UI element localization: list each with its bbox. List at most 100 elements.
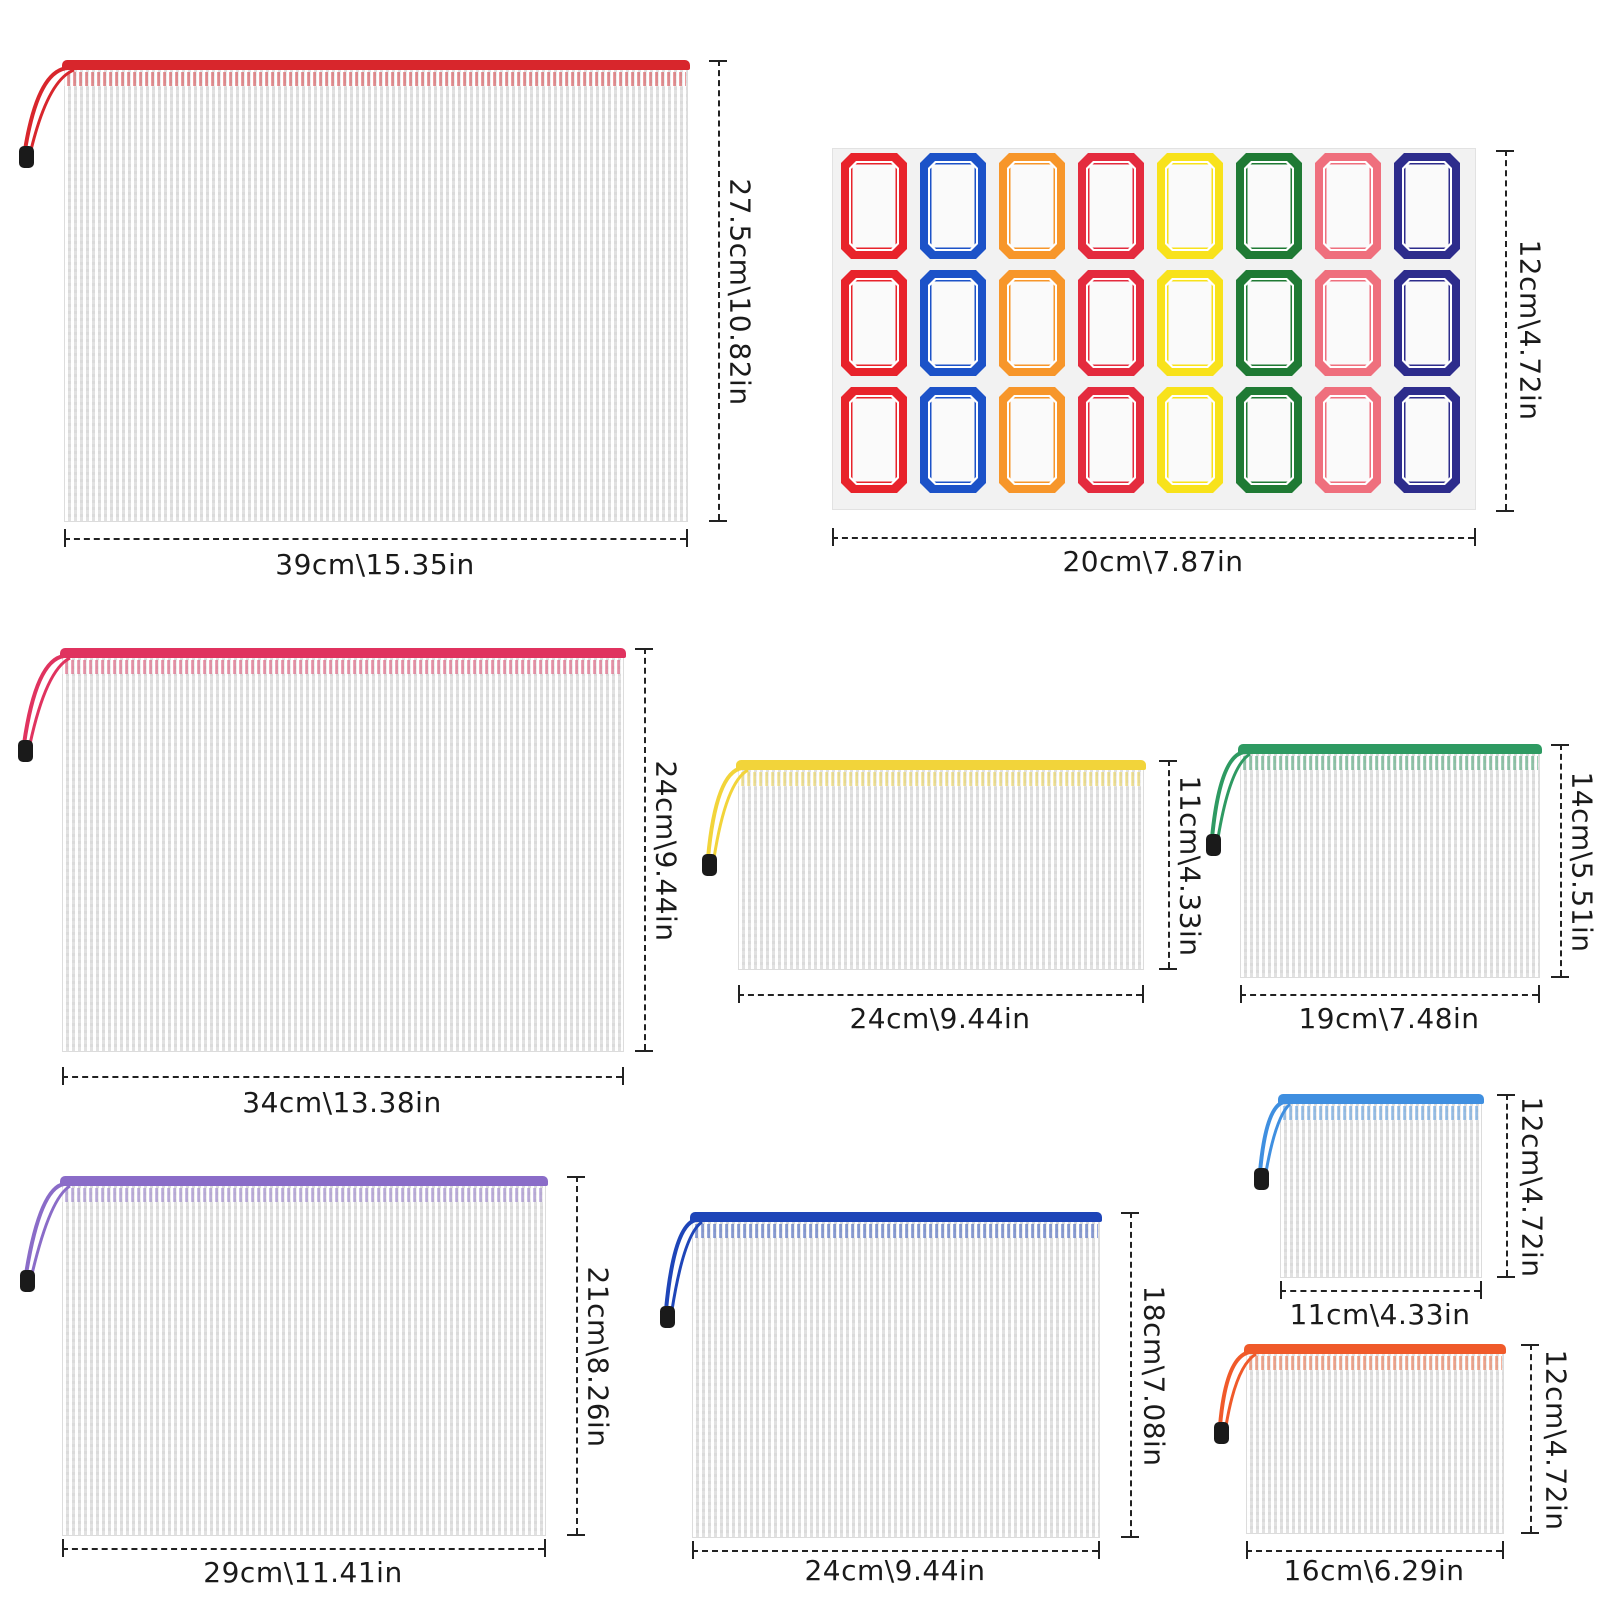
- zipper[interactable]: [690, 1212, 1102, 1222]
- mesh-bag-body: [1280, 1098, 1482, 1278]
- name-label-writing-area: [849, 278, 899, 368]
- width-label: 34cm\13.38in: [242, 1086, 442, 1119]
- width-dimension-line: [62, 1076, 622, 1078]
- name-label-inner-border: [1088, 163, 1134, 249]
- mesh-bag-body: [1240, 748, 1540, 978]
- name-label-inner-border: [1246, 163, 1292, 249]
- height-label: 24cm\9.44in: [649, 760, 683, 942]
- height-label: 12cm\4.72in: [1515, 1096, 1549, 1278]
- height-dimension-line: [1506, 1094, 1508, 1276]
- name-label-writing-area: [1165, 161, 1215, 251]
- zipper-mesh-band: [692, 1224, 1098, 1238]
- name-label-sticker: [920, 153, 986, 259]
- name-label-inner-border: [1009, 397, 1055, 483]
- zipper[interactable]: [62, 60, 690, 70]
- height-tick-top: [1497, 1094, 1515, 1096]
- label-sheet-width-line: [832, 537, 1474, 539]
- name-label-inner-border: [930, 280, 976, 366]
- zipper[interactable]: [1238, 744, 1542, 754]
- name-label-inner-border: [1088, 397, 1134, 483]
- name-label-sticker: [1236, 270, 1302, 376]
- name-label-sticker: [999, 387, 1065, 493]
- name-label-writing-area: [1086, 161, 1136, 251]
- width-label: 29cm\11.41in: [203, 1556, 403, 1589]
- height-tick-top: [635, 648, 653, 650]
- zipper[interactable]: [60, 1176, 548, 1186]
- zipper[interactable]: [736, 760, 1146, 770]
- name-label-writing-area: [849, 395, 899, 485]
- mesh-bag-body: [62, 652, 624, 1052]
- name-label-sticker: [841, 387, 907, 493]
- zipper[interactable]: [1244, 1344, 1506, 1354]
- width-tick-right: [1098, 1541, 1100, 1559]
- name-label-writing-area: [1402, 395, 1452, 485]
- width-dimension-line: [62, 1548, 544, 1550]
- name-label-inner-border: [1246, 280, 1292, 366]
- name-label-writing-area: [1402, 278, 1452, 368]
- name-label-inner-border: [1325, 280, 1371, 366]
- height-tick-bottom: [709, 520, 727, 522]
- width-dimension-line: [64, 538, 686, 540]
- height-dimension-line: [1130, 1212, 1132, 1536]
- width-tick-left: [1280, 1281, 1282, 1299]
- mesh-bag-body: [64, 64, 688, 522]
- zipper[interactable]: [60, 648, 626, 658]
- height-dimension-line: [576, 1176, 578, 1534]
- width-label: 11cm\4.33in: [1289, 1298, 1471, 1331]
- zipper-mesh-band: [1240, 756, 1538, 770]
- zipper-mesh-band: [1246, 1356, 1502, 1370]
- name-label-writing-area: [1402, 161, 1452, 251]
- zipper-mesh-band: [738, 772, 1142, 786]
- height-tick-bottom: [635, 1050, 653, 1052]
- name-label-writing-area: [1007, 161, 1057, 251]
- label-sheet-height-tick-bottom: [1496, 510, 1514, 512]
- width-tick-left: [64, 529, 66, 547]
- height-tick-top: [1521, 1344, 1539, 1346]
- zipper[interactable]: [1278, 1094, 1484, 1104]
- name-label-inner-border: [1009, 280, 1055, 366]
- height-tick-top: [1121, 1212, 1139, 1214]
- width-dimension-line: [1246, 1550, 1502, 1552]
- name-label-writing-area: [928, 395, 978, 485]
- width-dimension-line: [1280, 1290, 1480, 1292]
- name-label-inner-border: [1009, 163, 1055, 249]
- width-label: 24cm\9.44in: [849, 1002, 1031, 1035]
- name-label-sticker: [999, 270, 1065, 376]
- name-label-writing-area: [1165, 395, 1215, 485]
- name-label-inner-border: [1325, 397, 1371, 483]
- height-tick-bottom: [567, 1534, 585, 1536]
- label-sheet-height-line: [1505, 150, 1507, 510]
- height-tick-bottom: [1159, 968, 1177, 970]
- height-tick-bottom: [1121, 1536, 1139, 1538]
- width-label: 24cm\9.44in: [804, 1554, 986, 1587]
- height-label: 14cm\5.51in: [1565, 771, 1599, 953]
- zipper-mesh-band: [64, 72, 686, 86]
- name-label-sticker: [1315, 387, 1381, 493]
- label-sheet-width-tick-left: [832, 528, 834, 546]
- height-label: 12cm\4.72in: [1539, 1349, 1573, 1531]
- name-label-sticker: [920, 387, 986, 493]
- name-label-inner-border: [851, 280, 897, 366]
- name-label-writing-area: [849, 161, 899, 251]
- height-dimension-line: [1560, 744, 1562, 976]
- name-label-writing-area: [1007, 278, 1057, 368]
- width-dimension-line: [692, 1550, 1098, 1552]
- label-sheet-height-tick-top: [1496, 150, 1514, 152]
- zipper-mesh-band: [62, 660, 622, 674]
- height-tick-bottom: [1497, 1276, 1515, 1278]
- name-label-writing-area: [1086, 278, 1136, 368]
- name-label-writing-area: [1244, 278, 1294, 368]
- height-label: 21cm\8.26in: [581, 1266, 615, 1448]
- width-tick-right: [686, 529, 688, 547]
- label-sheet-width-tick-right: [1474, 528, 1476, 546]
- name-label-inner-border: [1404, 163, 1450, 249]
- height-label: 27.5cm\10.82in: [723, 178, 757, 406]
- mesh-bag-body: [62, 1180, 546, 1536]
- name-label-sticker: [1236, 153, 1302, 259]
- name-label-inner-border: [851, 397, 897, 483]
- name-label-sticker: [999, 153, 1065, 259]
- name-label-writing-area: [1323, 395, 1373, 485]
- name-label-sticker: [1157, 153, 1223, 259]
- width-tick-right: [622, 1067, 624, 1085]
- height-label: 18cm\7.08in: [1137, 1285, 1171, 1467]
